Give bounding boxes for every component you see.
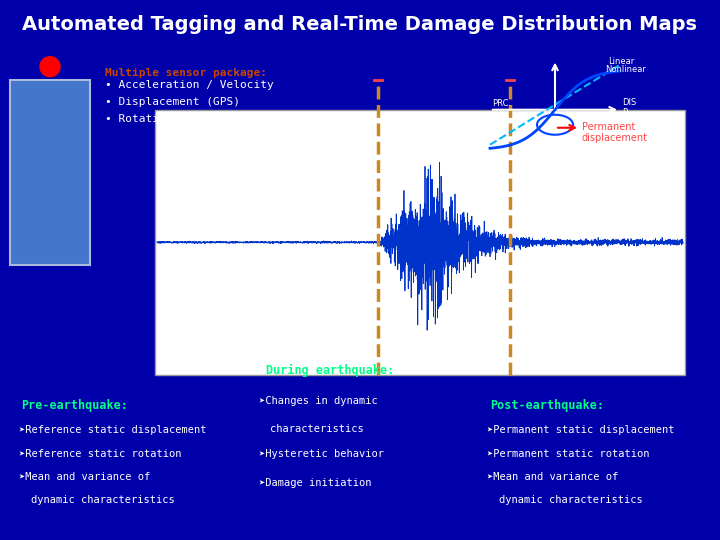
FancyBboxPatch shape xyxy=(155,110,685,375)
Text: Automated Tagging and Real-Time Damage Distribution Maps: Automated Tagging and Real-Time Damage D… xyxy=(22,15,698,35)
Text: Pre-earthquake:: Pre-earthquake: xyxy=(22,399,128,412)
Text: Linear: Linear xyxy=(608,57,634,66)
Text: DIS
P.: DIS P. xyxy=(622,98,636,117)
Text: dynamic characteristics: dynamic characteristics xyxy=(31,495,174,505)
Text: ➤Reference static rotation: ➤Reference static rotation xyxy=(19,449,181,458)
Text: • Acceleration / Velocity: • Acceleration / Velocity xyxy=(105,80,274,90)
Text: ➤Mean and variance of: ➤Mean and variance of xyxy=(19,472,150,482)
Text: • Displacement (GPS): • Displacement (GPS) xyxy=(105,97,240,107)
Text: Nonlinear: Nonlinear xyxy=(605,65,646,74)
FancyBboxPatch shape xyxy=(10,80,90,265)
Text: During earthquake:: During earthquake: xyxy=(266,363,395,376)
Text: dynamic characteristics: dynamic characteristics xyxy=(500,495,643,505)
Text: ➤Hysteretic behavior: ➤Hysteretic behavior xyxy=(259,449,384,459)
Text: Post-earthquake:: Post-earthquake: xyxy=(490,399,603,412)
Text: PRC.: PRC. xyxy=(492,99,511,107)
Text: • Rotation (tilt-meter): • Rotation (tilt-meter) xyxy=(105,114,260,124)
Text: ➤Permanent static displacement: ➤Permanent static displacement xyxy=(487,426,675,435)
Text: ➤Permanent static rotation: ➤Permanent static rotation xyxy=(487,449,649,458)
Circle shape xyxy=(40,57,60,77)
Text: Multiple sensor package:: Multiple sensor package: xyxy=(105,68,267,78)
Text: ➤Damage initiation: ➤Damage initiation xyxy=(259,477,372,488)
Text: Permanent
displacement: Permanent displacement xyxy=(582,122,648,143)
Text: ➤Reference static displacement: ➤Reference static displacement xyxy=(19,426,207,435)
Text: characteristics: characteristics xyxy=(270,424,364,434)
Text: ➤Mean and variance of: ➤Mean and variance of xyxy=(487,472,618,482)
Text: ➤Changes in dynamic: ➤Changes in dynamic xyxy=(259,396,378,406)
